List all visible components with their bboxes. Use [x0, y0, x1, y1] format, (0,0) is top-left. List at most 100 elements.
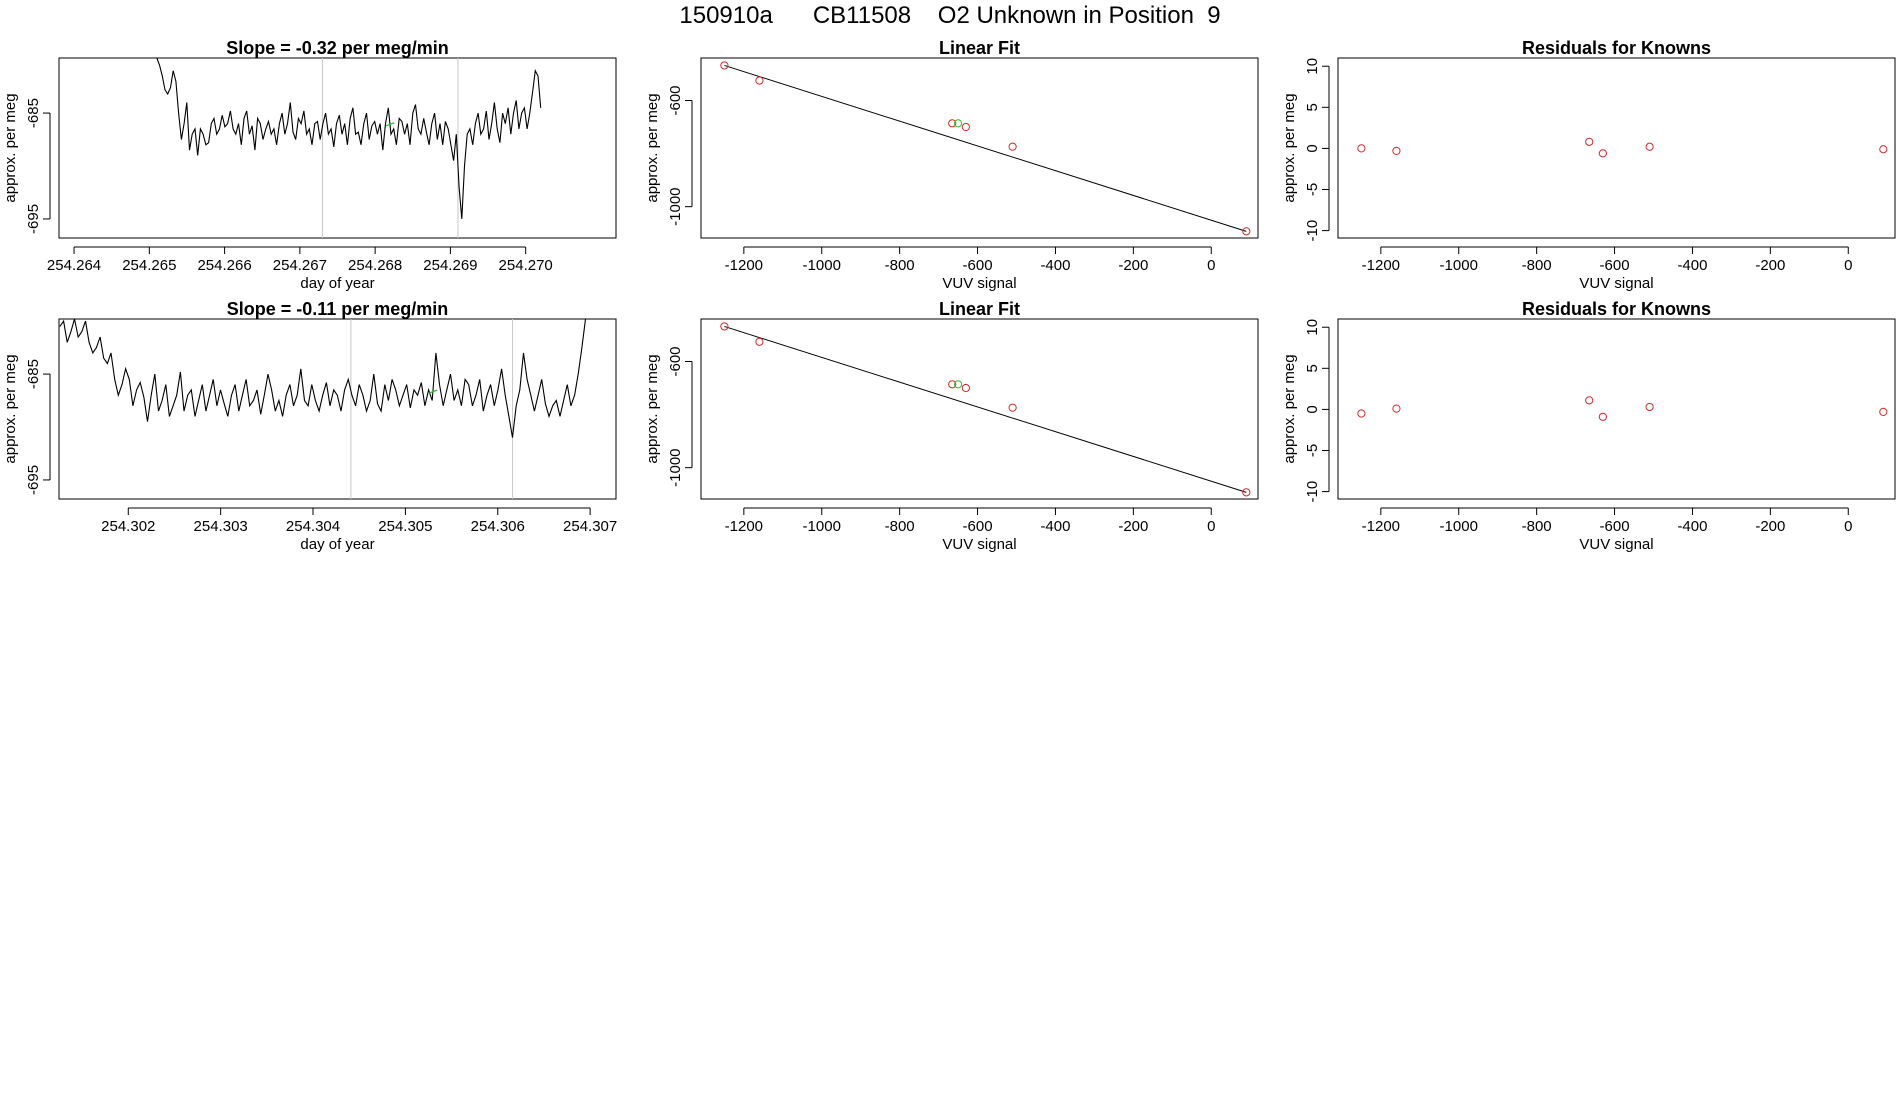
x-tick-label: 254.302: [101, 518, 155, 535]
x-tick-label: -400: [1677, 257, 1707, 274]
x-tick-label: 0: [1844, 518, 1852, 535]
x-tick-label: 254.305: [378, 518, 432, 535]
plot-frame: [700, 57, 1259, 239]
panel-fit-2: Linear Fit -1200 -1000 -800 -600 -400 -200 0 VUV…: [644, 299, 1259, 553]
known-standard-point: [755, 337, 764, 346]
plot-data: [1357, 137, 1888, 158]
plot-data: [59, 319, 587, 499]
y-tick-label: -685: [25, 359, 42, 389]
x-axis: -1200 -1000 -800 -600 -400 -200 0 VUV signal: [725, 246, 1215, 292]
figure-title: 150910a CB11508 O2 Unknown in Position 9: [679, 2, 1221, 29]
y-axis-label: approx. per meg: [644, 93, 661, 202]
x-tick-label: -1200: [1362, 518, 1400, 535]
x-tick-label: -1000: [1440, 257, 1478, 274]
known-standard-point: [1242, 227, 1251, 236]
y-axis-label: approx. per meg: [2, 93, 19, 202]
y-tick-label: -695: [25, 204, 42, 234]
fit-line: [724, 64, 1247, 232]
y-axis-label: approx. per meg: [1281, 93, 1298, 202]
x-tick-label: -1200: [725, 518, 763, 535]
x-tick-label: 254.304: [286, 518, 340, 535]
x-axis: 254.302 254.303 254.304 254.305 254.306 254.3…: [101, 507, 617, 553]
fit-line: [724, 325, 1247, 493]
known-standard-point: [1357, 409, 1366, 418]
x-axis: -1200 -1000 -800 -600 -400 -200 0 VUV signal: [725, 507, 1215, 553]
x-tick-label: -200: [1755, 518, 1785, 535]
x-tick-label: 254.270: [499, 257, 553, 274]
y-tick-label: -5: [1304, 183, 1321, 196]
x-axis: -1200 -1000 -800 -600 -400 -200 0 VUV signal: [1362, 507, 1852, 553]
x-tick-label: -1000: [1440, 518, 1478, 535]
x-tick-label: -800: [1522, 257, 1552, 274]
y-axis-label: approx. per meg: [1281, 354, 1298, 463]
known-standard-point: [1879, 407, 1888, 416]
x-axis: 254.264 254.265 254.266 254.267 254.268 254.2…: [47, 246, 553, 292]
y-axis: -10 -5 0 5 10 approx. per meg: [1281, 58, 1330, 242]
x-tick-label: -400: [1040, 518, 1070, 535]
plot-frame: [700, 318, 1259, 500]
plot-data: [156, 58, 542, 238]
known-standard-point: [1598, 412, 1607, 421]
x-tick-label: -200: [1118, 257, 1148, 274]
panel-title: Residuals for Knowns: [1522, 299, 1711, 319]
y-tick-label: 10: [1304, 58, 1321, 75]
x-tick-label: 0: [1844, 257, 1852, 274]
panel-fit-1: Linear Fit -1200 -1000 -800 -600 -400 -200 0 VUV…: [644, 38, 1259, 292]
known-standard-point: [1585, 396, 1594, 405]
y-tick-label: 10: [1304, 319, 1321, 336]
y-axis: -695 -685 approx. per meg: [2, 93, 51, 234]
known-standard-point: [948, 380, 957, 389]
panel-resid-1: Residuals for Knowns-1200 -1000 -800 -600 -4…: [1281, 38, 1896, 292]
plot-data: [720, 322, 1251, 497]
x-axis-label: VUV signal: [1579, 536, 1653, 553]
y-tick-label: -10: [1304, 220, 1321, 242]
x-tick-label: 254.307: [563, 518, 617, 535]
known-standard-point: [961, 383, 970, 393]
y-tick-label: -1000: [667, 187, 684, 225]
x-axis-label: day of year: [300, 275, 374, 292]
x-axis-label: VUV signal: [1579, 275, 1653, 292]
known-standard-point: [1585, 137, 1594, 146]
known-standard-point: [755, 76, 764, 85]
known-standard-point: [1008, 403, 1017, 412]
known-standard-point: [1645, 142, 1654, 151]
y-tick-label: -695: [25, 465, 42, 495]
y-tick-label: 5: [1304, 364, 1321, 372]
plot-frame: [58, 57, 617, 239]
panel-title: Linear Fit: [939, 299, 1020, 319]
y-axis-label: approx. per meg: [2, 354, 19, 463]
x-tick-label: -200: [1755, 257, 1785, 274]
x-tick-label: -600: [1600, 518, 1630, 535]
x-tick-label: -800: [1522, 518, 1552, 535]
x-axis-label: day of year: [300, 536, 374, 553]
x-axis-label: VUV signal: [942, 275, 1016, 292]
y-tick-label: -5: [1304, 444, 1321, 457]
plot-frame: [58, 318, 617, 500]
x-axis: -1200 -1000 -800 -600 -400 -200 0 VUV signal: [1362, 246, 1852, 292]
y-tick-label: -685: [25, 98, 42, 128]
x-tick-label: -1000: [803, 518, 841, 535]
known-standard-point: [1392, 404, 1401, 413]
x-tick-label: 0: [1207, 518, 1215, 535]
x-tick-label: 254.269: [423, 257, 477, 274]
known-standard-point: [1598, 149, 1607, 158]
x-tick-label: -1000: [803, 257, 841, 274]
panel-title: Slope = -0.32 per meg/min: [226, 38, 449, 58]
x-tick-label: 254.306: [471, 518, 525, 535]
y-axis-label: approx. per meg: [644, 354, 661, 463]
unknown-mean-mark: [385, 122, 395, 127]
x-tick-label: 254.266: [197, 257, 251, 274]
signal-trace: [59, 319, 587, 438]
known-standard-point: [1392, 146, 1401, 155]
known-standard-point: [1008, 142, 1017, 151]
x-tick-label: -800: [885, 518, 915, 535]
panel-title: Linear Fit: [939, 38, 1020, 58]
known-standard-point: [720, 322, 729, 331]
plot-data: [720, 61, 1251, 236]
y-tick-label: 5: [1304, 103, 1321, 111]
known-standard-point: [961, 122, 970, 132]
x-tick-label: -400: [1677, 518, 1707, 535]
y-tick-label: -10: [1304, 481, 1321, 503]
